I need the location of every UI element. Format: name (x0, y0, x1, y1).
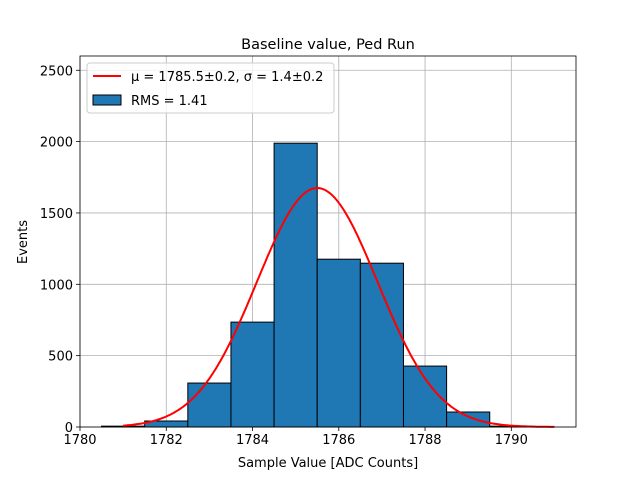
x-tick-label: 1782 (150, 433, 183, 448)
histogram-bar (230, 321, 275, 428)
histogram-bar (273, 142, 318, 428)
histogram-bar (359, 262, 404, 428)
x-tick-label: 1788 (408, 433, 441, 448)
histogram-bar (187, 382, 232, 428)
y-tick-label: 2000 (40, 136, 73, 151)
x-tick-label: 1784 (236, 433, 269, 448)
y-axis-ticks: 0 500 1000 1500 2000 2500 (40, 64, 80, 436)
x-axis-label: Sample Value [ADC Counts] (238, 456, 418, 471)
y-axis-label: Events (16, 220, 31, 264)
y-tick-label: 2500 (40, 64, 73, 79)
legend: μ = 1785.5±0.2, σ = 1.4±0.2 RMS = 1.41 (86, 62, 335, 114)
legend-fit-label: μ = 1785.5±0.2, σ = 1.4±0.2 (131, 70, 323, 85)
histogram-bar (446, 411, 491, 428)
x-tick-label: 1786 (322, 433, 355, 448)
plot-frame (79, 55, 577, 428)
legend-hist-swatch (92, 94, 122, 106)
x-axis-ticks: 1780 1782 1784 1786 1788 1790 (63, 427, 528, 448)
x-tick-label: 1790 (495, 433, 528, 448)
y-tick-label: 0 (65, 421, 73, 436)
x-tick-label: 1780 (63, 433, 96, 448)
gaussian-fit-line (123, 186, 555, 428)
y-tick-label: 500 (48, 350, 73, 365)
histogram-bar (316, 258, 361, 428)
y-tick-label: 1000 (40, 278, 73, 293)
legend-box (86, 62, 335, 114)
y-tick-label: 1500 (40, 207, 73, 222)
legend-hist-label: RMS = 1.41 (131, 94, 208, 109)
chart-title: Baseline value, Ped Run (241, 37, 415, 53)
